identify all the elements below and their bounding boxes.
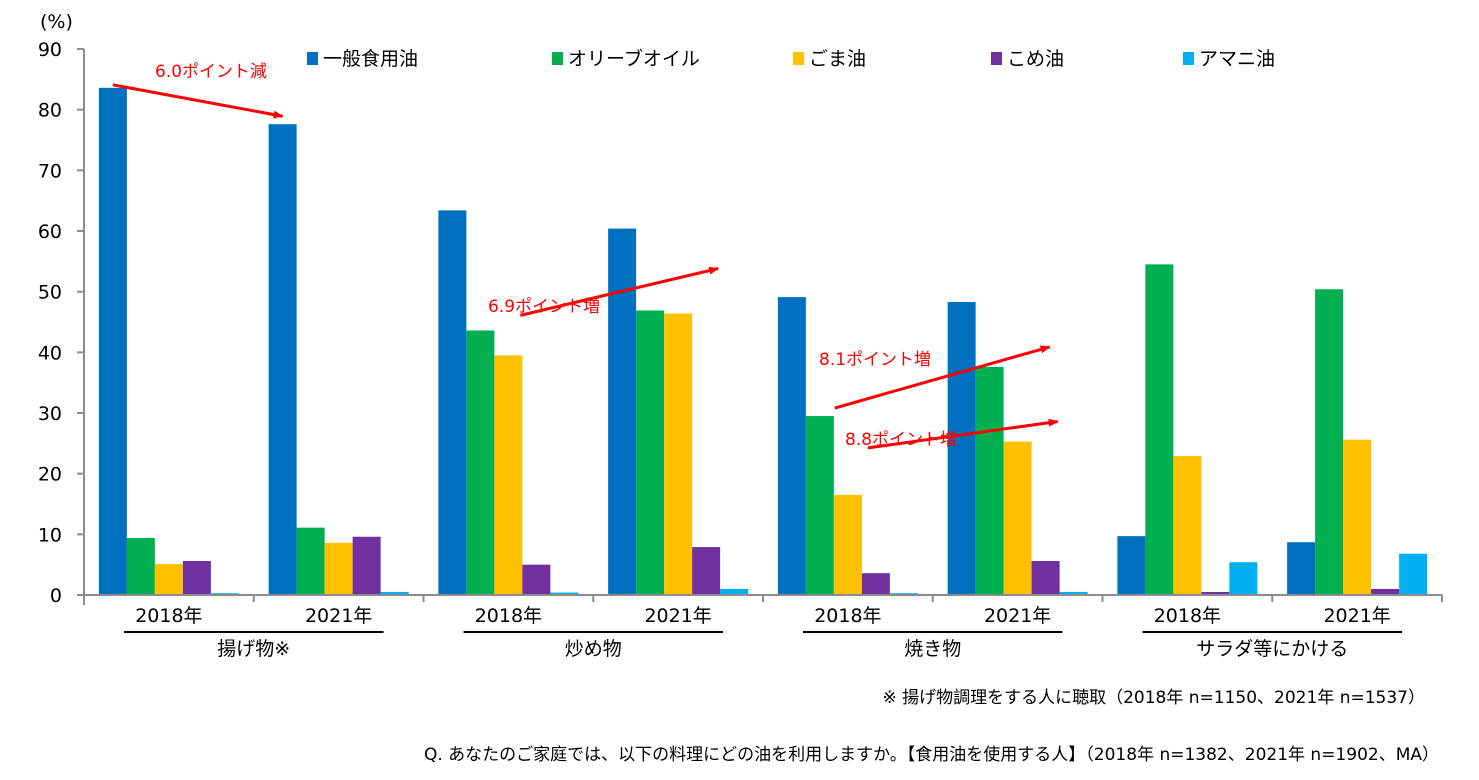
- y-tick-label: 0: [50, 585, 62, 607]
- legend-swatch: [793, 52, 804, 65]
- x-year-label: 2021年: [1323, 605, 1390, 627]
- footnote-question: Q. あなたのご家庭では、以下の料理にどの油を利用しますか。【食用油を使用する人…: [423, 745, 1439, 765]
- y-tick-label: 30: [38, 403, 62, 425]
- bar-5-8: [1399, 553, 1428, 595]
- annotation-arrow: [867, 418, 1059, 450]
- bar-4-8: [1371, 588, 1400, 595]
- bar-3-3: [494, 355, 523, 595]
- y-tick-label: 20: [38, 464, 62, 486]
- legend-label: 一般食用油: [323, 48, 418, 70]
- bar-1-8: [1287, 542, 1316, 595]
- bar-5-7: [1229, 562, 1258, 595]
- bar-4-3: [522, 564, 551, 595]
- legend-label: こめ油: [1007, 48, 1064, 70]
- bar-1-2: [268, 124, 297, 595]
- legend-swatch: [552, 52, 563, 65]
- y-tick-label: 70: [38, 160, 62, 182]
- bar-1-3: [438, 210, 467, 595]
- bar-4-5: [861, 573, 890, 595]
- bar-3-2: [324, 542, 353, 595]
- annotation-label: 8.1ポイント増: [819, 350, 931, 370]
- bar-5-2: [380, 591, 409, 595]
- bar-2-3: [466, 330, 495, 595]
- bar-1-7: [1117, 536, 1146, 595]
- x-year-label: 2018年: [475, 605, 542, 627]
- bar-3-7: [1173, 456, 1202, 595]
- x-year-label: 2021年: [644, 605, 711, 627]
- x-group-label: 揚げ物※: [217, 638, 290, 660]
- legend: 一般食用油 オリーブオイル ごま油 こめ油 アマニ油: [307, 47, 1275, 70]
- bar-1-4: [608, 228, 637, 595]
- annotation-label: 6.0ポイント減: [155, 62, 267, 82]
- annotation-label: 8.8ポイント増: [845, 430, 957, 450]
- bar-4-6: [1031, 561, 1060, 595]
- annotations: 6.0ポイント減 6.9ポイント増 8.1ポイント増 8.8ポイント増: [112, 62, 1059, 450]
- x-group-label: 炒め物: [565, 638, 622, 660]
- annotation-arrow: [112, 83, 284, 119]
- y-axis: 0 10 20 30 40 50 60 70 80 90: [38, 39, 85, 607]
- y-tick-label: 60: [38, 221, 62, 243]
- x-group-label: サラダ等にかける: [1196, 638, 1348, 660]
- legend-label: アマニ油: [1199, 48, 1275, 70]
- bar-2-4: [636, 310, 665, 595]
- bar-1-1: [98, 87, 127, 596]
- footnote-sample-fried: ※ 揚げ物調理をする人に聴取（2018年 n=1150、2021年 n=1537…: [882, 688, 1425, 708]
- legend-swatch: [1183, 52, 1194, 65]
- bar-1-5: [777, 297, 806, 595]
- x-group-label: 焼き物: [904, 638, 961, 660]
- y-tick-label: 80: [38, 100, 62, 122]
- bar-2-8: [1315, 289, 1344, 595]
- annotation-arrow: [834, 345, 1051, 410]
- annotation-arrow: [520, 266, 720, 317]
- x-year-label: 2021年: [305, 605, 372, 627]
- y-tick-label: 90: [38, 39, 62, 61]
- bar-3-6: [1003, 441, 1032, 595]
- bar-3-4: [664, 313, 693, 595]
- x-year-label: 2018年: [1154, 605, 1221, 627]
- bar-5-4: [720, 588, 749, 595]
- x-year-label: 2018年: [135, 605, 202, 627]
- bar-2-5: [805, 416, 834, 595]
- legend-label: ごま油: [809, 48, 866, 70]
- bar-1-6: [947, 301, 976, 595]
- annotation-label: 6.9ポイント増: [488, 297, 600, 317]
- bar-2-6: [975, 366, 1004, 595]
- bar-4-1: [182, 561, 211, 595]
- y-tick-label: 50: [38, 282, 62, 304]
- bar-3-8: [1343, 439, 1372, 595]
- bar-2-2: [296, 527, 325, 595]
- bar-4-4: [692, 547, 721, 595]
- bar-5-3: [550, 592, 579, 595]
- legend-swatch: [991, 52, 1002, 65]
- bar-5-6: [1059, 591, 1088, 595]
- bar-4-7: [1201, 591, 1230, 595]
- legend-swatch: [307, 52, 318, 65]
- bar-3-5: [833, 494, 862, 595]
- legend-label: オリーブオイル: [568, 47, 700, 70]
- bars: [98, 87, 1428, 596]
- bar-2-7: [1145, 264, 1174, 595]
- y-axis-unit-label: (%): [40, 11, 73, 33]
- bar-4-2: [352, 536, 381, 595]
- x-year-label: 2018年: [814, 605, 881, 627]
- y-tick-label: 40: [38, 342, 62, 364]
- y-tick-label: 10: [38, 524, 62, 546]
- bar-3-1: [154, 564, 183, 595]
- x-year-label: 2021年: [984, 605, 1051, 627]
- bar-2-1: [126, 537, 155, 595]
